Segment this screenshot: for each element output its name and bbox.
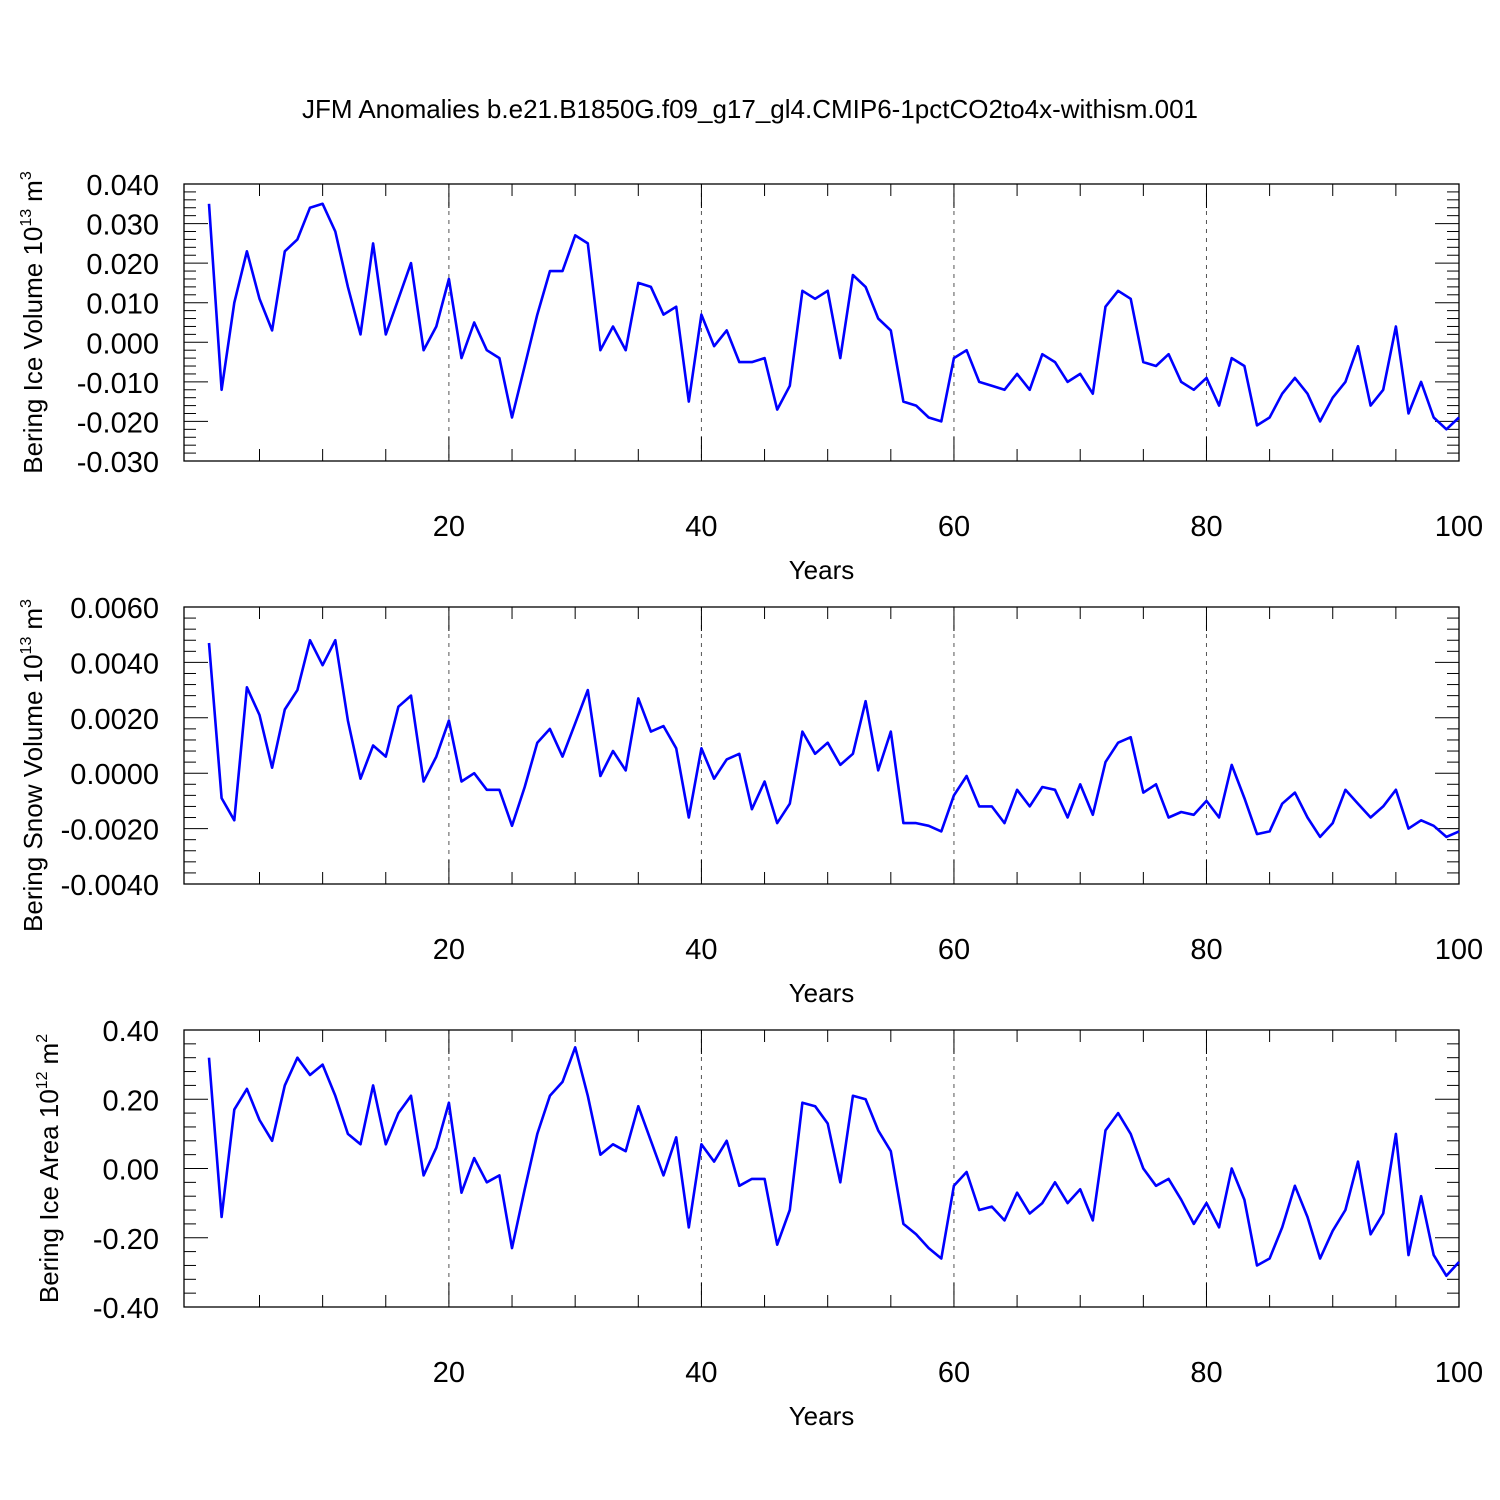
y-axis-title-superscript: 13 [18, 637, 35, 655]
y-axis-title-part: m [18, 180, 48, 202]
plot-frame [183, 606, 1460, 885]
panel-2: 20 40 60 80 100 -0.0040 -0.0020 0.0000 0.0020 0.0… [18, 593, 1483, 1008]
x-tick-label: 80 [1190, 1357, 1222, 1389]
x-axis-title: Years [789, 978, 855, 1008]
x-tick-label: 20 [433, 934, 465, 966]
x-tick-label: 100 [1435, 1357, 1483, 1389]
y-axis-title-part: Bering Snow Volume 10 [18, 654, 48, 932]
y-tick-label: 0.010 [86, 289, 159, 321]
series-line [207, 1046, 1460, 1278]
plot-frame [183, 183, 1460, 462]
y-tick-label: -0.0040 [61, 870, 159, 902]
y-tick-label: -0.030 [77, 447, 159, 479]
y-tick-label: 0.0020 [70, 704, 159, 736]
y-axis-title-part: Bering Ice Volume 10 [18, 227, 48, 474]
x-tick-label: 60 [938, 934, 970, 966]
y-tick-label: 0.40 [103, 1016, 159, 1048]
y-axis-title: Bering Ice Volume 1013 m3 [18, 171, 48, 474]
x-tick-label: 40 [685, 511, 717, 543]
y-tick-label: 0.000 [86, 328, 159, 360]
y-tick-label: 0.00 [103, 1155, 159, 1187]
x-tick-label: 20 [433, 1357, 465, 1389]
y-axis-title-superscript: 12 [34, 1071, 51, 1089]
y-tick-label: 0.20 [103, 1085, 159, 1117]
y-tick-label: 0.030 [86, 210, 159, 242]
y-axis-title: Bering Snow Volume 1013 m3 [18, 599, 48, 932]
y-tick-label: 0.020 [86, 249, 159, 281]
x-tick-label: 100 [1435, 511, 1483, 543]
y-tick-label: 0.0000 [70, 759, 159, 791]
chart-title: JFM Anomalies b.e21.B1850G.f09_g17_gl4.C… [302, 94, 1198, 124]
panel-3: 20 40 60 80 100 -0.40 -0.20 0.00 0.20 0.40 Years Be… [34, 1016, 1483, 1431]
x-tick-label: 80 [1190, 511, 1222, 543]
x-axis-title: Years [789, 1401, 855, 1431]
series-line [207, 202, 1460, 431]
y-axis-title-superscript: 2 [34, 1034, 51, 1043]
x-axis-title: Years [789, 555, 855, 585]
y-tick-label: -0.020 [77, 407, 159, 439]
y-tick-label: -0.40 [93, 1293, 159, 1325]
y-tick-label: 0.040 [86, 170, 159, 202]
y-axis-title: Bering Ice Area 1012 m2 [34, 1034, 64, 1303]
x-tick-label: 100 [1435, 934, 1483, 966]
x-tick-label: 60 [938, 1357, 970, 1389]
x-tick-label: 60 [938, 511, 970, 543]
y-axis-title-superscript: 3 [18, 599, 35, 608]
y-axis-title-part: m [34, 1043, 64, 1065]
y-axis-title-part: Bering Ice Area 10 [34, 1089, 64, 1303]
x-tick-label: 40 [685, 934, 717, 966]
x-tick-label: 20 [433, 511, 465, 543]
y-tick-label: -0.20 [93, 1224, 159, 1256]
x-tick-label: 80 [1190, 934, 1222, 966]
series-line [207, 638, 1460, 839]
y-tick-label: 0.0060 [70, 593, 159, 625]
panel-1: 20 40 60 80 100 -0.030 -0.020 -0.010 0.000 0.010 0… [18, 170, 1483, 585]
y-tick-label: -0.010 [77, 368, 159, 400]
plot-frame [183, 1029, 1460, 1308]
y-tick-label: -0.0020 [61, 815, 159, 847]
y-axis-title-superscript: 13 [18, 209, 35, 227]
y-tick-label: 0.0040 [70, 648, 159, 680]
x-tick-label: 40 [685, 1357, 717, 1389]
y-axis-title-superscript: 3 [18, 171, 35, 180]
y-axis-title-part: m [18, 608, 48, 630]
